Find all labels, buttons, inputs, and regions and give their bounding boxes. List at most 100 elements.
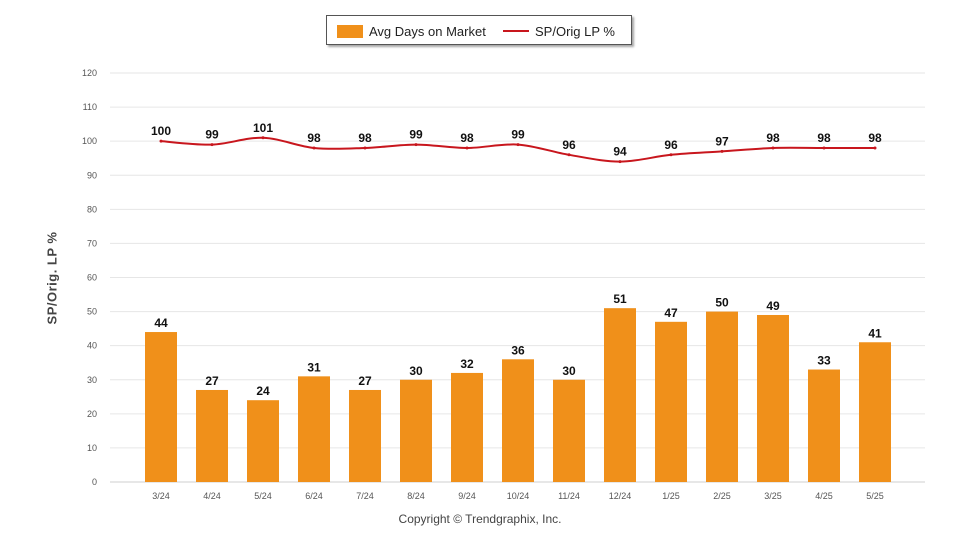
bar [706, 311, 738, 482]
line-data-label: 99 [205, 128, 219, 142]
bar [298, 376, 330, 482]
bar [502, 359, 534, 482]
line-data-label: 101 [253, 121, 273, 135]
legend-line-swatch [503, 30, 529, 32]
bar-data-label: 47 [664, 306, 678, 320]
x-tick-label: 12/24 [609, 491, 632, 501]
legend-line-label: SP/Orig LP % [535, 23, 615, 39]
x-tick-label: 7/24 [356, 491, 374, 501]
line-data-labels: 100 99 101 98 98 99 98 99 96 94 96 97 98 98 98 [151, 121, 882, 159]
line-data-label: 98 [868, 131, 882, 145]
bar [655, 321, 687, 482]
bar-series [145, 308, 891, 482]
x-tick-label: 6/24 [305, 491, 323, 501]
bar-data-label: 24 [256, 384, 270, 398]
x-tick-label: 3/24 [152, 491, 170, 501]
y-tick-label: 120 [82, 68, 97, 78]
line-point [363, 146, 367, 150]
line-data-label: 98 [460, 131, 474, 145]
bar [196, 389, 228, 482]
y-tick-label: 60 [87, 273, 97, 283]
x-tick-label: 11/24 [558, 491, 580, 501]
bar [400, 379, 432, 482]
line-data-label: 94 [613, 145, 627, 159]
legend-bar-label: Avg Days on Market [369, 23, 486, 39]
x-tick-label: 8/24 [407, 491, 425, 501]
bar-data-label: 30 [562, 364, 576, 378]
bar [859, 342, 891, 482]
bar [145, 332, 177, 482]
bar [757, 314, 789, 482]
line-data-label: 98 [817, 131, 831, 145]
line-data-label: 98 [358, 131, 372, 145]
bar-data-label: 51 [613, 292, 627, 306]
line-point [618, 160, 622, 164]
line-point [414, 143, 418, 147]
line-series [159, 136, 877, 164]
bar-data-label: 41 [868, 326, 882, 340]
line-point [312, 146, 316, 150]
y-tick-label: 100 [82, 136, 97, 146]
x-tick-label: 4/24 [203, 491, 221, 501]
line-point [873, 146, 877, 150]
y-tick-label: 50 [87, 307, 97, 317]
legend: Avg Days on Market SP/Orig LP % [326, 15, 632, 45]
bar-data-label: 44 [154, 316, 168, 330]
copyright-text: Copyright © Trendgraphix, Inc. [398, 512, 562, 526]
bar-data-label: 27 [358, 374, 372, 388]
line-point [210, 143, 214, 147]
line-data-label: 96 [562, 138, 576, 152]
y-tick-label: 90 [87, 170, 97, 180]
y-axis-title: SP/Orig. LP % [44, 231, 60, 325]
line-point [771, 146, 775, 150]
line-point [822, 146, 826, 150]
line-point [465, 146, 469, 150]
y-tick-label: 0 [92, 477, 97, 487]
line-data-label: 99 [511, 128, 525, 142]
y-tick-label: 10 [87, 443, 97, 453]
line-point [516, 143, 520, 147]
line-data-label: 96 [664, 138, 678, 152]
line-point [669, 153, 673, 157]
x-tick-label: 4/25 [815, 491, 833, 501]
line-point [261, 136, 265, 140]
bar-data-label: 27 [205, 374, 219, 388]
line-data-label: 100 [151, 124, 171, 138]
bar-data-label: 32 [460, 357, 474, 371]
x-tick-label: 1/25 [662, 491, 680, 501]
legend-bar-swatch [337, 24, 363, 38]
bar-data-label: 33 [817, 354, 831, 368]
y-tick-label: 30 [87, 375, 97, 385]
x-tick-label: 2/25 [713, 491, 731, 501]
bar-data-label: 30 [409, 364, 423, 378]
x-tick-label: 3/25 [764, 491, 782, 501]
x-tick-label: 9/24 [458, 491, 476, 501]
line-data-label: 99 [409, 128, 423, 142]
line-point [159, 139, 163, 143]
y-tick-label: 80 [87, 204, 97, 214]
bar [553, 379, 585, 482]
bar-data-label: 50 [715, 296, 729, 310]
bar [808, 369, 840, 482]
line-data-label: 98 [766, 131, 780, 145]
bar [247, 400, 279, 482]
line-data-label: 97 [715, 134, 729, 148]
bar-data-label: 36 [511, 343, 525, 357]
y-axis: 0 10 20 30 40 50 60 70 80 90 100 110 120 [82, 68, 97, 487]
x-tick-label: 10/24 [507, 491, 530, 501]
bar-data-label: 31 [307, 360, 321, 374]
line-point [720, 149, 724, 153]
y-tick-label: 110 [83, 102, 97, 112]
x-axis: 3/24 4/24 5/24 6/24 7/24 8/24 9/24 10/24 11/24 12… [152, 491, 884, 501]
line-point [567, 153, 571, 157]
legend-item-sp-orig-lp[interactable]: SP/Orig LP % [503, 16, 615, 46]
x-tick-label: 5/24 [254, 491, 272, 501]
legend-item-days-on-market[interactable]: Avg Days on Market [337, 16, 486, 46]
bar-data-label: 49 [766, 299, 780, 313]
y-tick-label: 20 [87, 409, 97, 419]
line-data-label: 98 [307, 131, 321, 145]
bar [451, 372, 483, 482]
bar [349, 389, 381, 482]
bar [604, 308, 636, 482]
